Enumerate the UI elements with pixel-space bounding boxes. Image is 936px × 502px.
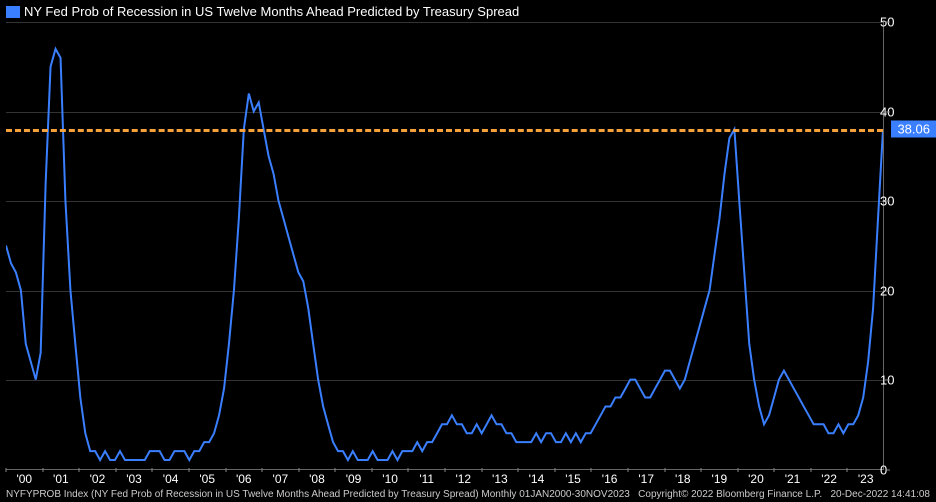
x-tick-label: '07: [273, 472, 289, 486]
legend-swatch: [6, 6, 20, 18]
y-tick-label: 20: [880, 283, 906, 298]
x-tick-label: '04: [163, 472, 179, 486]
y-tick-label: 40: [880, 104, 906, 119]
x-tick-label: '02: [90, 472, 106, 486]
y-tick-mark: [885, 470, 890, 471]
x-tick-label: '18: [675, 472, 691, 486]
y-tick-mark: [885, 22, 890, 23]
y-tick-label: 10: [880, 373, 906, 388]
x-tick-label: '09: [346, 472, 362, 486]
plot-area: [6, 22, 884, 470]
footer: NYFYPROB Index (NY Fed Prob of Recession…: [6, 489, 930, 500]
y-tick-label: 30: [880, 194, 906, 209]
x-tick-label: '22: [821, 472, 837, 486]
x-tick-label: '17: [638, 472, 654, 486]
x-tick-label: '15: [565, 472, 581, 486]
x-tick-label: '20: [748, 472, 764, 486]
x-tick-label: '05: [199, 472, 215, 486]
footer-timestamp: 20-Dec-2022 14:41:08: [830, 489, 930, 500]
y-tick-label: 0: [880, 463, 906, 478]
x-tick-label: '21: [785, 472, 801, 486]
footer-left: NYFYPROB Index (NY Fed Prob of Recession…: [6, 489, 630, 500]
x-tick-label: '23: [858, 472, 874, 486]
current-value-badge: 38.06: [891, 120, 936, 137]
chart-container: NY Fed Prob of Recession in US Twelve Mo…: [0, 0, 936, 502]
y-tick-mark: [885, 111, 890, 112]
y-tick-mark: [885, 201, 890, 202]
x-tick-label: '16: [602, 472, 618, 486]
line-series: [6, 22, 883, 469]
chart-title: NY Fed Prob of Recession in US Twelve Mo…: [24, 4, 519, 19]
x-tick-label: '00: [16, 472, 32, 486]
x-tick-label: '06: [236, 472, 252, 486]
x-tick-label: '03: [126, 472, 142, 486]
x-tick-label: '19: [712, 472, 728, 486]
y-tick-mark: [885, 380, 890, 381]
x-tick-label: '13: [492, 472, 508, 486]
y-tick-mark: [885, 290, 890, 291]
x-tick-label: '01: [53, 472, 69, 486]
footer-copyright: Copyright© 2022 Bloomberg Finance L.P.: [638, 489, 822, 500]
y-tick-label: 50: [880, 15, 906, 30]
x-tick-label: '08: [309, 472, 325, 486]
x-tick-label: '10: [382, 472, 398, 486]
legend: NY Fed Prob of Recession in US Twelve Mo…: [6, 4, 519, 19]
x-tick-label: '12: [455, 472, 471, 486]
x-tick-label: '11: [419, 472, 434, 486]
reference-line: [6, 129, 883, 132]
x-tick-label: '14: [529, 472, 545, 486]
